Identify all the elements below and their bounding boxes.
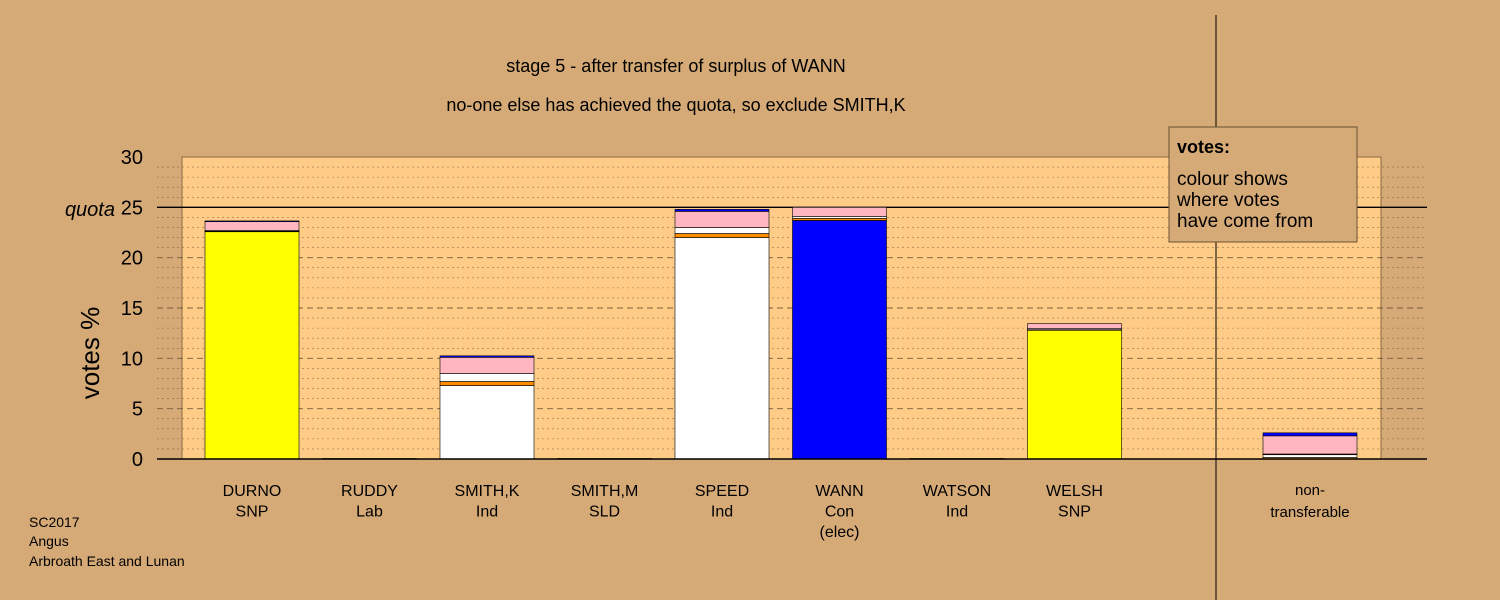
bar-durno-segment <box>204 221 300 231</box>
footer-ward: Arbroath East and Lunan <box>29 553 185 569</box>
bars-group <box>204 207 1358 460</box>
bar-nontransferable-segment <box>1262 435 1358 455</box>
candidate-party: SLD <box>589 504 620 521</box>
bar-welsh-segment <box>1027 329 1122 460</box>
candidate-name: WELSH <box>1046 483 1103 500</box>
y-ticks: 0 5 10 15 20 25 30 <box>121 147 143 471</box>
bar-smithk-segment <box>439 381 535 386</box>
x-labels: DURNO SNP RUDDY Lab SMITH,K Ind SMITH,M SLD SPEE… <box>223 482 1350 541</box>
footer-election: SC2017 <box>29 514 80 530</box>
bar-durno-segment <box>204 231 300 460</box>
legend-line-3: have come from <box>1177 211 1313 232</box>
y-tick-label: 0 <box>132 449 143 471</box>
bar-speed-segment <box>674 233 770 238</box>
bar-speed-segment <box>674 209 770 212</box>
candidate-name: RUDDY <box>341 483 398 500</box>
legend-heading: votes: <box>1177 137 1230 157</box>
candidate-party: SNP <box>1058 504 1091 521</box>
candidate-name: DURNO <box>223 483 282 500</box>
candidate-note: (elec) <box>819 524 859 541</box>
y-tick-label: 10 <box>121 348 143 370</box>
bar-welsh-segment <box>1027 323 1122 329</box>
bar-nontransferable-segment <box>1262 432 1358 437</box>
bar-smithk-segment <box>439 373 535 382</box>
candidate-name: WATSON <box>923 483 991 500</box>
y-tick-label: 20 <box>121 248 143 270</box>
bar-speed-segment <box>674 211 770 228</box>
candidate-name: SPEED <box>695 483 749 500</box>
candidate-party: SNP <box>236 504 269 521</box>
bar-wann-segment <box>792 218 887 221</box>
bar-smithk-segment <box>439 385 535 460</box>
y-tick-label: 25 <box>121 197 143 219</box>
bar-speed-segment <box>674 227 770 234</box>
candidate-party: Ind <box>946 504 968 521</box>
bar-wann-segment <box>792 220 887 460</box>
legend: votes: colour shows where votes have com… <box>1168 126 1358 243</box>
candidate-party: Con <box>825 504 854 521</box>
bar-smithk-segment <box>439 357 535 374</box>
bar-wann-segment <box>792 216 887 219</box>
y-tick-label: 5 <box>132 399 143 421</box>
legend-line-1: colour shows <box>1177 169 1288 190</box>
legend-box <box>1168 126 1358 243</box>
candidate-party: Lab <box>356 504 383 521</box>
bar-durno-segment <box>204 220 300 223</box>
candidate-party: Ind <box>711 504 733 521</box>
y-tick-label: 15 <box>121 298 143 320</box>
candidate-party: Ind <box>476 504 498 521</box>
y-tick-label: 30 <box>121 147 143 169</box>
nontransferable-label-2: transferable <box>1270 504 1349 521</box>
legend-line-2: where votes <box>1176 190 1279 211</box>
quota-label: quota <box>65 199 115 221</box>
candidate-name: SMITH,K <box>455 483 520 500</box>
nontransferable-label-1: non- <box>1295 482 1325 499</box>
chart-subtitle: no-one else has achieved the quota, so e… <box>446 95 905 115</box>
bar-wann-segment <box>792 207 887 217</box>
candidate-name: WANN <box>815 483 863 500</box>
y-axis-label: votes % <box>75 307 105 400</box>
bar-speed-segment <box>674 237 770 460</box>
chart-title: stage 5 - after transfer of surplus of W… <box>506 56 845 76</box>
footer-council: Angus <box>29 533 69 549</box>
bar-smithk-segment <box>439 355 535 358</box>
candidate-name: SMITH,M <box>571 483 639 500</box>
